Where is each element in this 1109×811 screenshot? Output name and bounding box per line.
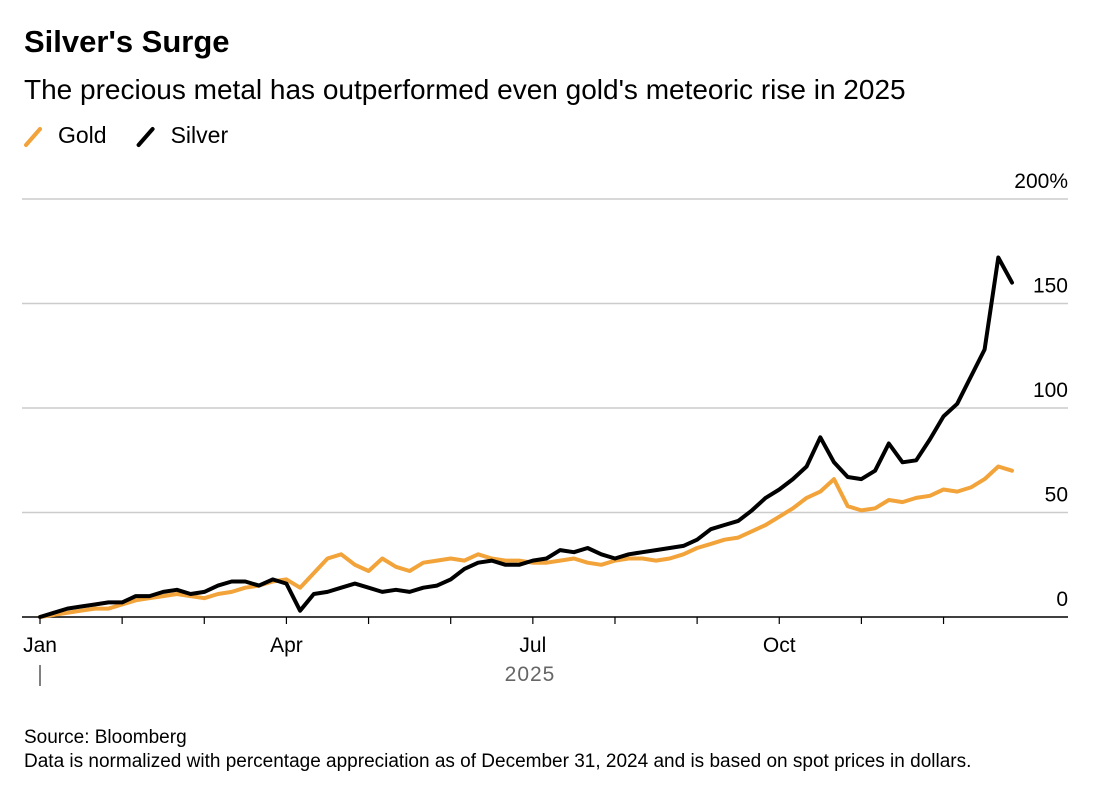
x-axis-label: 2025 bbox=[505, 663, 556, 686]
y-tick-label: 100 bbox=[1033, 379, 1068, 402]
x-tick-label: Apr bbox=[270, 634, 303, 657]
source: Source: Bloomberg bbox=[24, 727, 187, 748]
legend-swatch bbox=[24, 127, 42, 147]
x-tick-label: Oct bbox=[763, 634, 796, 657]
note: Data is normalized with percentage appre… bbox=[24, 751, 972, 772]
y-tick-label: 150 bbox=[1033, 275, 1068, 298]
x-tick-label: Jul bbox=[519, 634, 546, 657]
y-tick-label: 0 bbox=[1056, 588, 1068, 611]
chart-subtitle: The precious metal has outperformed even… bbox=[24, 74, 906, 105]
x-tick-label: Jan bbox=[23, 634, 57, 657]
series-line bbox=[38, 255, 1014, 619]
chart-title: Silver's Surge bbox=[24, 24, 230, 59]
chart: Silver's Surge The precious metal has ou… bbox=[22, 24, 1068, 686]
legend-label: Gold bbox=[58, 122, 107, 148]
y-tick-label: 50 bbox=[1045, 484, 1068, 507]
y-tick-label: 200% bbox=[1014, 170, 1068, 193]
legend-swatch bbox=[136, 127, 155, 147]
legend-label: Silver bbox=[171, 122, 229, 148]
